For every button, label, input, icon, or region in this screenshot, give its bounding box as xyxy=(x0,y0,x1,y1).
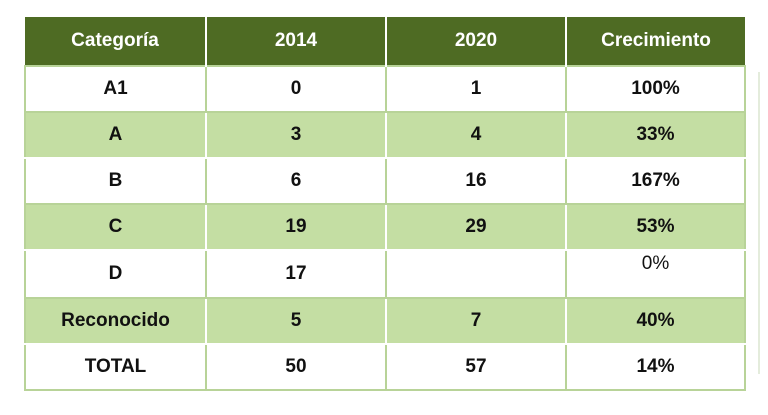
cell-crecimiento: 40% xyxy=(565,297,746,345)
cell-2014: 17 xyxy=(205,249,387,299)
table-row: B 6 16 167% xyxy=(24,157,746,205)
header-row: Categoría 2014 2020 Crecimiento xyxy=(25,17,745,66)
cell-crecimiento: 0% xyxy=(565,249,746,299)
header-crecimiento: Crecimiento xyxy=(565,17,745,66)
cell-2020: 57 xyxy=(385,343,567,391)
cell-2014: 6 xyxy=(205,157,387,205)
cell-crecimiento: 53% xyxy=(565,203,746,251)
cell-crecimiento: 14% xyxy=(565,343,746,391)
table-row: Reconocido 5 7 40% xyxy=(24,297,746,345)
table-row: D 17 0% xyxy=(24,249,746,299)
cell-categoria: C xyxy=(24,203,207,251)
table-row: A1 0 1 100% xyxy=(24,65,746,113)
cell-categoria: A1 xyxy=(24,65,207,113)
cell-2014: 5 xyxy=(205,297,387,345)
growth-table: Categoría 2014 2020 Crecimiento A1 0 1 1… xyxy=(24,17,746,391)
table-row-total: TOTAL 50 57 14% xyxy=(24,343,746,391)
cell-crecimiento: 100% xyxy=(565,65,746,113)
cell-2020 xyxy=(385,249,567,299)
cell-categoria: A xyxy=(24,111,207,159)
cell-2014: 3 xyxy=(205,111,387,159)
cell-crecimiento: 167% xyxy=(565,157,746,205)
cell-2020: 7 xyxy=(385,297,567,345)
cell-2014: 19 xyxy=(205,203,387,251)
header-2014: 2014 xyxy=(205,17,387,66)
cell-2020: 1 xyxy=(385,65,567,113)
cell-2014: 50 xyxy=(205,343,387,391)
cell-2020: 16 xyxy=(385,157,567,205)
header-categoria: Categoría xyxy=(25,17,207,66)
cell-2020: 29 xyxy=(385,203,567,251)
header-2020: 2020 xyxy=(385,17,567,66)
cell-crecimiento: 33% xyxy=(565,111,746,159)
cell-categoria: D xyxy=(24,249,207,299)
slide-edge-line xyxy=(758,72,760,374)
cell-2020: 4 xyxy=(385,111,567,159)
table-row: C 19 29 53% xyxy=(24,203,746,251)
cell-categoria: Reconocido xyxy=(24,297,207,345)
table-row: A 3 4 33% xyxy=(24,111,746,159)
cell-categoria: B xyxy=(24,157,207,205)
cell-2014: 0 xyxy=(205,65,387,113)
cell-categoria: TOTAL xyxy=(24,343,207,391)
